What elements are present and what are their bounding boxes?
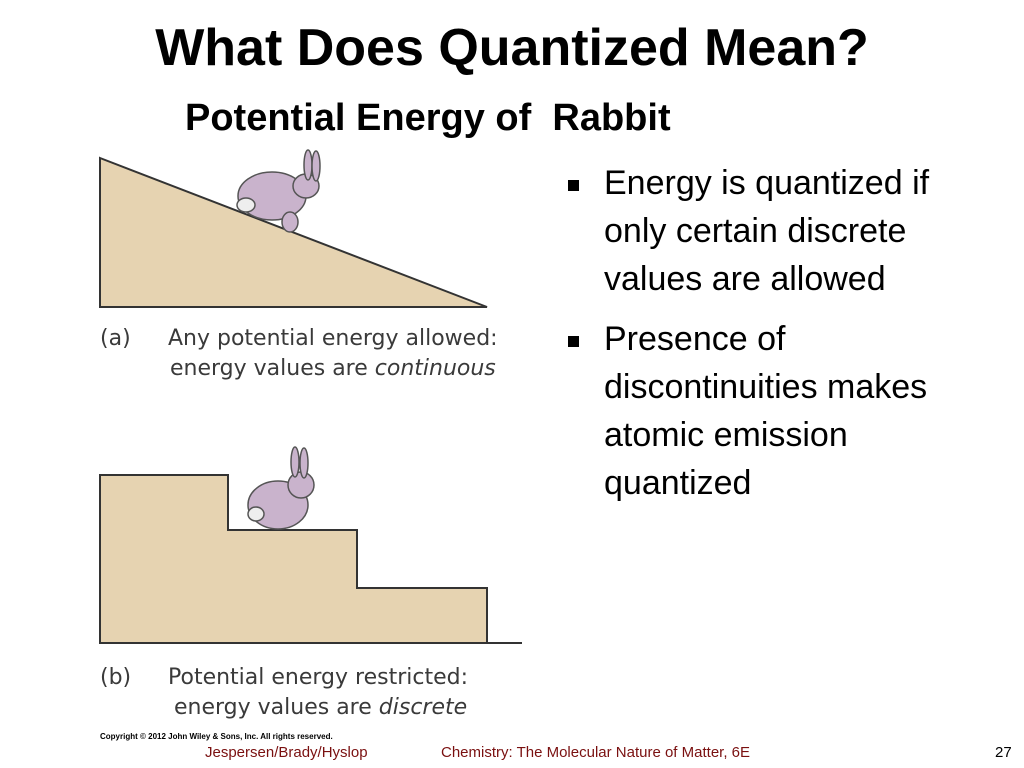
caption-text: energy values are xyxy=(174,695,372,720)
caption-line: Any potential energy allowed: xyxy=(168,326,498,351)
bullet-line: Presence of xyxy=(604,320,786,358)
bullet-line: quantized xyxy=(604,464,752,502)
copyright: Copyright © 2012 John Wiley & Sons, Inc.… xyxy=(100,732,333,741)
bullet-marker xyxy=(568,180,579,191)
bullet-line: only certain discrete xyxy=(604,212,907,250)
caption-label: (b) xyxy=(100,665,132,690)
caption-line: Potential energy restricted: xyxy=(168,665,468,690)
bullet-line: values are allowed xyxy=(604,260,886,298)
caption-line: energy values are discrete xyxy=(174,695,467,720)
caption-emphasis: continuous xyxy=(374,356,496,381)
footer-authors: Jespersen/Brady/Hyslop xyxy=(205,744,368,761)
rabbit-b xyxy=(247,446,315,530)
caption-text: energy values are xyxy=(170,356,368,381)
bullet-marker xyxy=(568,336,579,347)
bullet-line: atomic emission xyxy=(604,416,848,454)
page-number: 27 xyxy=(995,744,1012,761)
rabbit-a xyxy=(236,149,321,233)
ramp xyxy=(99,156,488,308)
stairs xyxy=(99,474,488,644)
caption-line: energy values are continuous xyxy=(170,356,496,381)
caption-label: (a) xyxy=(100,326,131,351)
title: What Does Quantized Mean? xyxy=(155,19,869,77)
bullet-line: discontinuities makes xyxy=(604,368,928,406)
caption-emphasis: discrete xyxy=(378,695,468,720)
bullet-line: Energy is quantized if xyxy=(604,164,930,202)
footer-book: Chemistry: The Molecular Nature of Matte… xyxy=(441,744,751,761)
subtitle: Potential Energy of Rabbit xyxy=(185,97,671,139)
